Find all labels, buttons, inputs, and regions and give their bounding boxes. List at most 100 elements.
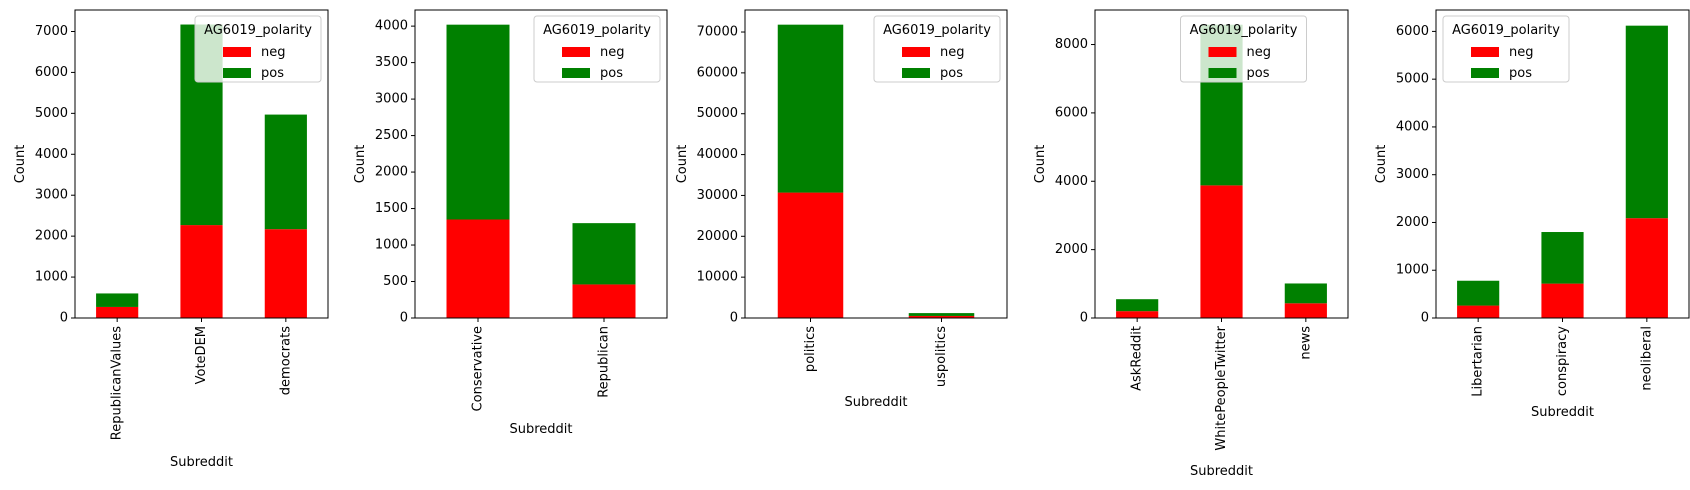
y-tick-label: 6000 xyxy=(1396,24,1429,39)
axes-frame xyxy=(744,9,1008,319)
y-tick-label: 3000 xyxy=(1396,167,1429,182)
bar-neg-conspiracy xyxy=(1541,283,1584,318)
bar-neg-WhitePeopleTwitter xyxy=(1200,185,1243,318)
y-tick-label: 50000 xyxy=(697,106,738,121)
legend-label-neg: neg xyxy=(261,45,286,60)
x-tick-label: neoliberal xyxy=(1639,326,1654,391)
y-tick-label: 0 xyxy=(1080,311,1088,326)
y-axis-label: Count xyxy=(13,145,28,184)
legend-swatch-neg xyxy=(902,47,930,57)
x-tick-label: Libertarian xyxy=(1471,326,1486,397)
bar-neg-Republican xyxy=(572,284,636,318)
bar-pos-neoliberal xyxy=(1625,25,1668,219)
y-axis-label: Count xyxy=(1033,145,1048,184)
x-tick-label: politics xyxy=(803,326,818,372)
y-tick-label: 10000 xyxy=(697,270,738,285)
y-tick-label: 20000 xyxy=(697,229,738,244)
y-tick-label: 0 xyxy=(1421,311,1429,326)
legend-swatch-pos xyxy=(223,68,251,78)
chart-panel-5: Libertarian conspiracy neoliberal 0 1000 2000… xyxy=(1374,9,1690,420)
y-tick-label: 5000 xyxy=(35,106,68,121)
y-tick-label: 3500 xyxy=(375,55,408,70)
y-tick-label: 1000 xyxy=(1396,263,1429,278)
y-tick-label: 8000 xyxy=(1055,37,1088,52)
legend-label-neg: neg xyxy=(940,45,965,60)
chart-panel-1: RepublicanValues VoteDEM democrats 0 1000 200… xyxy=(13,9,329,470)
legend-label-neg: neg xyxy=(600,45,625,60)
legend-title: AG6019_polarity xyxy=(543,23,651,38)
legend-title: AG6019_polarity xyxy=(1190,23,1298,38)
legend-swatch-pos xyxy=(1471,68,1499,78)
legend-swatch-pos xyxy=(1208,68,1237,78)
legend-box xyxy=(194,15,322,83)
bar-pos-uspolitics xyxy=(908,313,975,316)
chart-panel-4: AskReddit WhitePeopleTwitter news 0 2000 4000… xyxy=(1033,9,1349,479)
y-tick-label: 500 xyxy=(383,274,408,289)
x-tick-label: Conservative xyxy=(471,326,486,411)
x-tick-label: conspiracy xyxy=(1555,326,1570,396)
legend-swatch-neg xyxy=(1471,47,1499,57)
x-axis-label: Subreddit xyxy=(170,455,233,470)
axes-frame xyxy=(1094,9,1349,319)
legend-swatch-neg xyxy=(1208,47,1237,57)
bar-pos-conspiracy xyxy=(1541,232,1584,284)
bar-neg-VoteDEM xyxy=(180,225,223,318)
legend-title: AG6019_polarity xyxy=(883,23,991,38)
y-tick-label: 1500 xyxy=(375,201,408,216)
y-tick-label: 0 xyxy=(60,311,68,326)
y-tick-label: 4000 xyxy=(1396,119,1429,134)
legend-label-neg: neg xyxy=(1509,45,1534,60)
x-tick-label: Republican xyxy=(597,326,612,398)
x-tick-label: uspolitics xyxy=(934,326,949,387)
x-axis-label: Subreddit xyxy=(1531,405,1594,420)
axes-frame xyxy=(1435,9,1690,319)
x-axis-label: Subreddit xyxy=(844,395,907,410)
y-tick-label: 40000 xyxy=(697,147,738,162)
legend-swatch-pos xyxy=(902,68,930,78)
y-tick-label: 6000 xyxy=(35,65,68,80)
y-tick-label: 2000 xyxy=(1396,215,1429,230)
bar-neg-Conservative xyxy=(446,219,510,318)
x-tick-label: AskReddit xyxy=(1130,326,1145,391)
y-tick-label: 1000 xyxy=(35,270,68,285)
x-tick-label: VoteDEM xyxy=(194,326,209,384)
y-tick-label: 30000 xyxy=(697,188,738,203)
bar-neg-uspolitics xyxy=(908,315,975,318)
y-tick-label: 1000 xyxy=(375,238,408,253)
x-tick-label: WhitePeopleTwitter xyxy=(1214,325,1229,450)
bar-neg-politics xyxy=(777,192,844,318)
bar-pos-Republican xyxy=(572,223,636,285)
legend-box xyxy=(873,15,1001,83)
x-axis-label: Subreddit xyxy=(509,422,572,437)
y-tick-label: 70000 xyxy=(697,25,738,40)
legend-swatch-neg xyxy=(562,47,590,57)
legend-title: AG6019_polarity xyxy=(1452,23,1560,38)
x-tick-label: RepublicanValues xyxy=(110,326,125,440)
legend-label-pos: pos xyxy=(1247,66,1270,81)
y-tick-label: 0 xyxy=(400,311,408,326)
y-tick-label: 2000 xyxy=(375,165,408,180)
x-axis-label: Subreddit xyxy=(1190,464,1253,479)
x-tick-label: democrats xyxy=(278,326,293,395)
y-axis-label: Count xyxy=(353,145,368,184)
x-tick-label: news xyxy=(1298,326,1313,360)
y-tick-label: 60000 xyxy=(697,65,738,80)
legend-label-pos: pos xyxy=(1509,66,1532,81)
legend-label-pos: pos xyxy=(600,66,623,81)
bar-neg-neoliberal xyxy=(1625,218,1668,318)
y-tick-label: 0 xyxy=(730,311,738,326)
y-axis-label: Count xyxy=(675,145,690,184)
bar-neg-Libertarian xyxy=(1457,305,1500,318)
bar-pos-AskReddit xyxy=(1116,299,1159,312)
bar-pos-news xyxy=(1284,283,1327,304)
legend-swatch-neg xyxy=(223,47,251,57)
bar-neg-democrats xyxy=(264,229,307,318)
y-axis-label: Count xyxy=(1374,145,1389,184)
y-tick-label: 4000 xyxy=(35,147,68,162)
